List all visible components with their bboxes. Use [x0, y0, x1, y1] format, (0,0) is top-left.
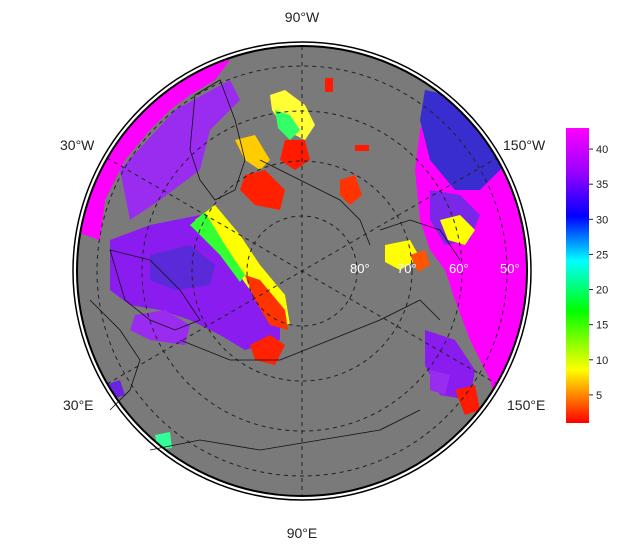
colorbar-tick-label: 25	[596, 249, 608, 261]
lon-label-upper-right: 150°W	[503, 137, 546, 153]
colorbar-tick-label: 30	[596, 214, 608, 226]
sst-region-beaufort-red	[340, 175, 362, 205]
sst-region-baltic	[130, 310, 190, 345]
coastline-asia-interior	[149, 409, 421, 451]
lon-label-bottom: 90°E	[287, 525, 318, 541]
colorbar-tick-label: 20	[596, 285, 608, 297]
sst-region-bering-front-yellow	[440, 215, 475, 245]
coastline-greenland	[189, 79, 246, 201]
sst-region-norwegian-blue	[150, 245, 215, 290]
graticule-circle-70	[191, 160, 413, 382]
graticule-circle-50	[96, 65, 508, 477]
lon-label-upper-left: 30°W	[60, 137, 95, 153]
sst-region-baffin-yellow	[270, 90, 315, 140]
colorbar-tick-label: 10	[596, 355, 608, 367]
lon-label-lower-left: 30°E	[63, 397, 94, 413]
sst-region-chukchi-red	[410, 250, 430, 272]
map-border	[76, 45, 528, 497]
colorbar-ticks: 40 35 30 25 20 15 10 5	[589, 144, 608, 402]
coastline-siberia	[179, 299, 441, 361]
sst-front-barents-red	[245, 275, 288, 330]
sst-region-baffin-red	[280, 140, 310, 170]
coastline-canada	[259, 159, 371, 246]
colorbar-tick-label: 5	[596, 390, 602, 402]
colorbar-tick-label: 40	[596, 144, 608, 156]
lat-label-70: 70°	[397, 261, 417, 276]
lon-label-top: 90°W	[285, 9, 320, 25]
sst-region-labrador-front	[235, 135, 270, 170]
coastlines	[89, 79, 461, 451]
lon-label-lower-right: 150°E	[507, 397, 545, 413]
colorbar-gradient	[566, 128, 589, 423]
sst-region-hudson-red	[240, 170, 285, 210]
sst-region-japan-sea-purple	[430, 370, 450, 395]
colorbar-tick-label: 15	[596, 320, 608, 332]
map-border-outer	[72, 41, 532, 501]
sst-front-kara-red	[250, 335, 285, 365]
sst-region-baffin-green	[275, 110, 300, 140]
lat-label-80: 80°	[350, 261, 370, 276]
lat-label-50: 50°	[500, 261, 520, 276]
coastline-europe	[89, 299, 141, 411]
coastline-alaska	[379, 219, 461, 261]
sst-region-greenland-purple	[120, 80, 240, 220]
map-disc	[77, 46, 527, 496]
graticule-meridian-30e	[106, 157, 498, 385]
colorbar: 40 35 30 25 20 15 10 5	[566, 128, 608, 423]
lat-label-60: 60°	[449, 261, 469, 276]
coastline-scandinavia	[109, 249, 201, 331]
graticule	[96, 46, 508, 496]
sst-spot-red-arctic	[355, 145, 369, 151]
sst-region-okhotsk-red	[455, 385, 480, 415]
sst-front-barents-green	[190, 212, 245, 282]
sst-spot-red-north	[325, 78, 333, 92]
colorbar-tick-label: 35	[596, 179, 608, 191]
